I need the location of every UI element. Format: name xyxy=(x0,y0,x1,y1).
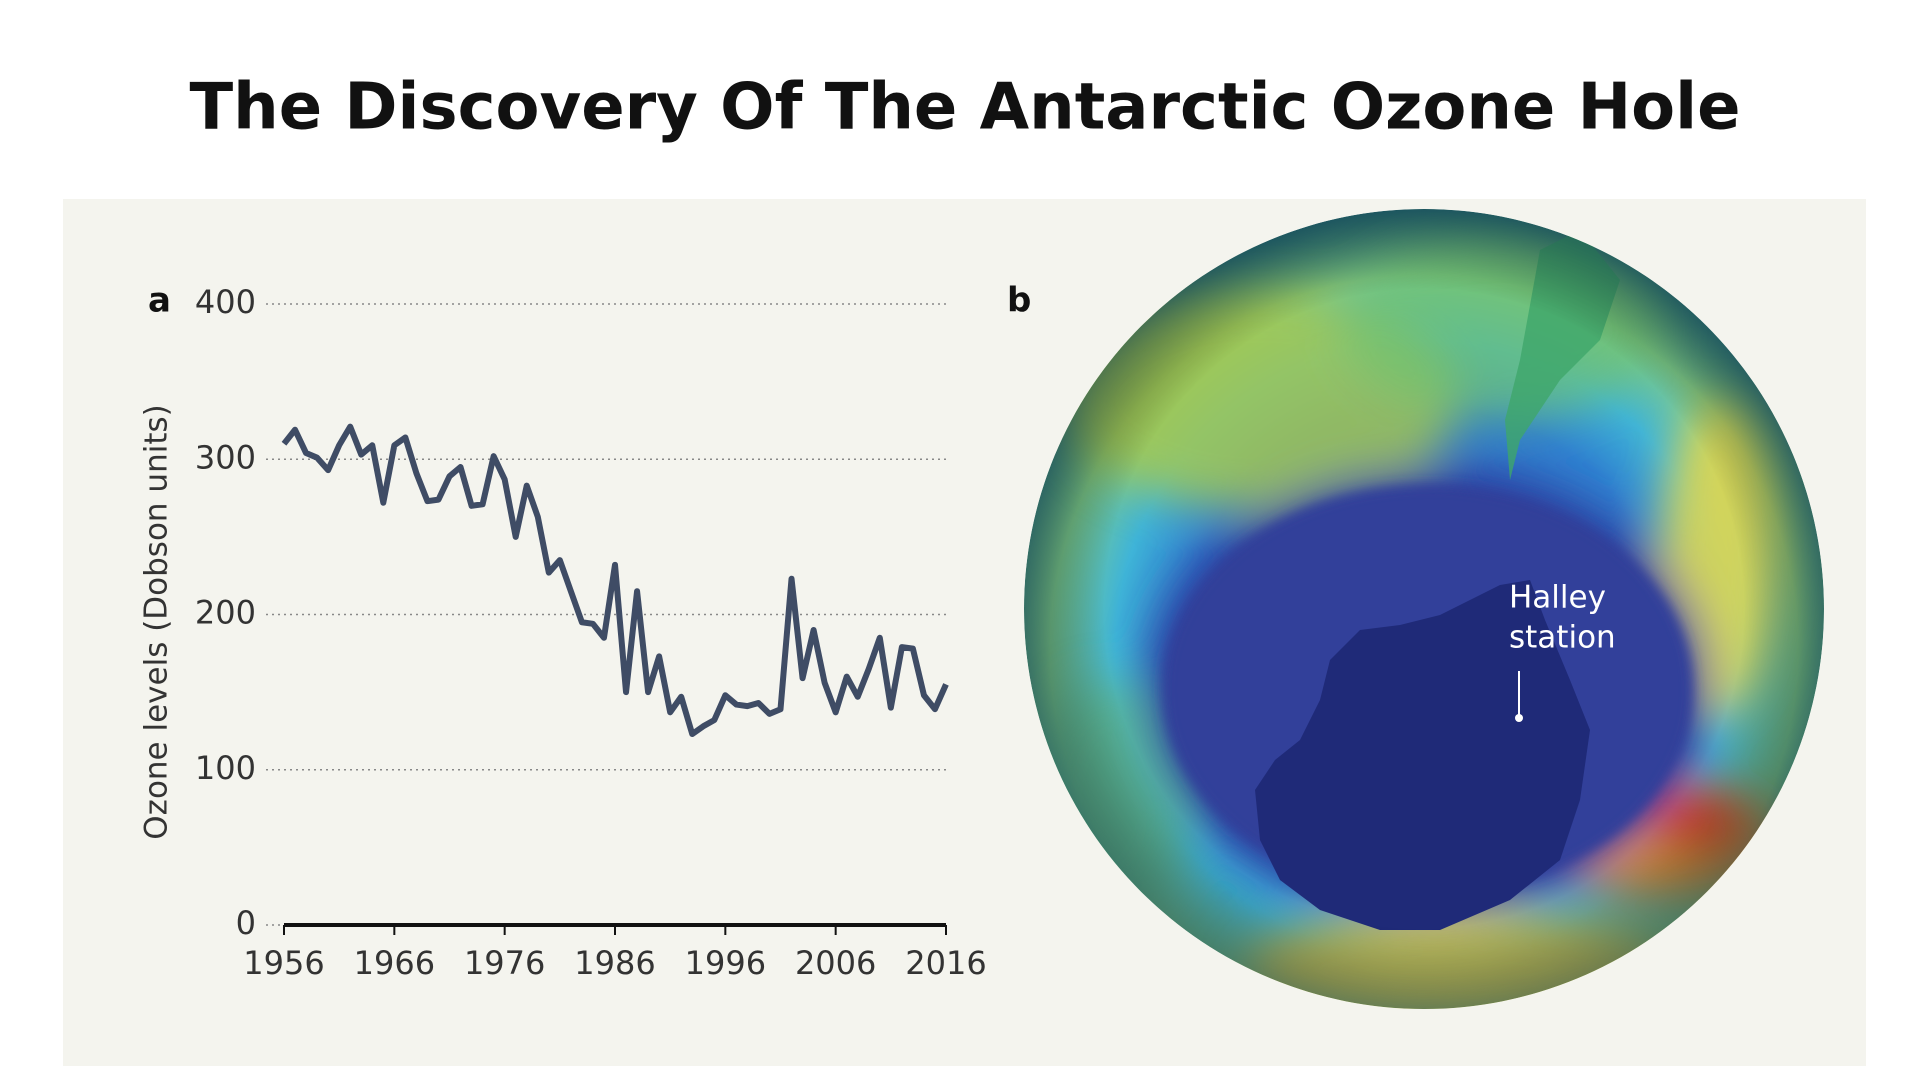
x-tick-label: 2006 xyxy=(795,944,876,982)
x-tick-label: 1976 xyxy=(464,944,545,982)
panel-label: b xyxy=(1007,281,1031,321)
page-title: The Discovery Of The Antarctic Ozone Hol… xyxy=(190,71,1741,145)
y-tick-label: 300 xyxy=(195,438,256,476)
annotation-dot xyxy=(1515,714,1523,722)
plot: 0 100 200 300 400 1956 1966 1976 1986 1996 2006 201… xyxy=(195,283,987,982)
x-tick-label: 1986 xyxy=(574,944,655,982)
x-tick-label: 1956 xyxy=(243,944,324,982)
x-tick-label: 1966 xyxy=(354,944,435,982)
annotation: station xyxy=(1509,620,1616,656)
panel-label: a xyxy=(148,281,171,321)
x-tick-label: 2016 xyxy=(905,944,986,982)
annotation: Halley xyxy=(1509,580,1606,616)
y-tick-label: 400 xyxy=(195,283,256,321)
globe xyxy=(1024,209,1824,1009)
x-tick-label: 1996 xyxy=(685,944,766,982)
y-tick-label: 100 xyxy=(195,749,256,787)
globe-shade xyxy=(1024,209,1824,1009)
y-tick-label: 200 xyxy=(195,594,256,632)
y-tick-label: 0 xyxy=(236,904,256,942)
ozone-line xyxy=(281,423,949,738)
y-axis-label: Ozone levels (Dobson units) xyxy=(139,404,175,839)
